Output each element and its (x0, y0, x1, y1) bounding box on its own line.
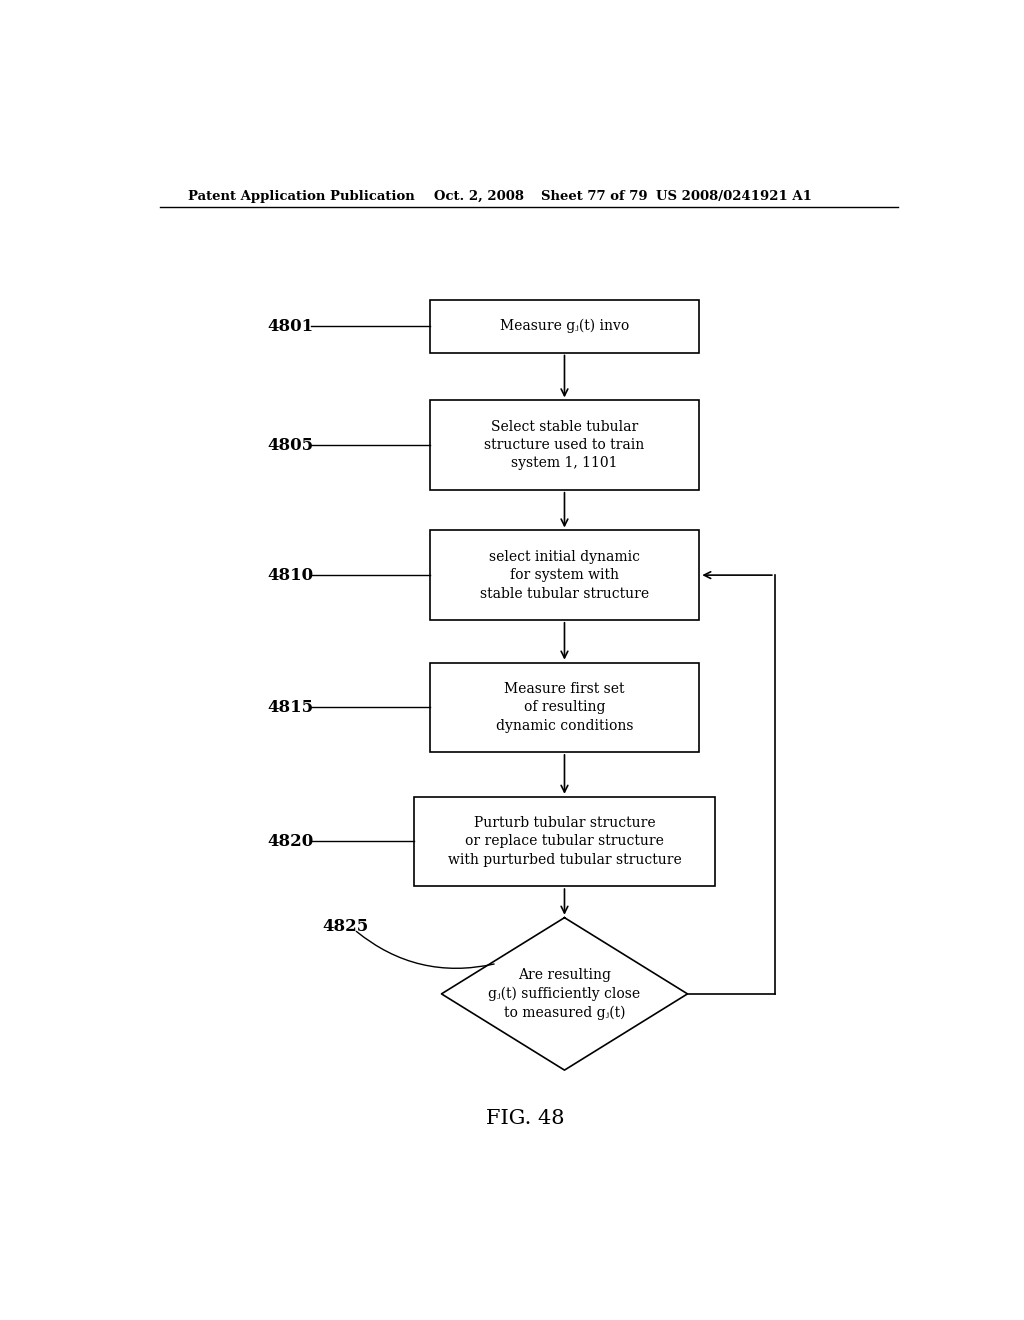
Bar (430, 400, 699, 490)
Bar (430, 300, 699, 352)
Text: FIG. 48: FIG. 48 (485, 1109, 564, 1129)
Text: 4810: 4810 (267, 566, 313, 583)
Text: Measure first set
of resulting
dynamic conditions: Measure first set of resulting dynamic c… (496, 682, 633, 733)
Text: Sheet 77 of 79: Sheet 77 of 79 (541, 190, 647, 202)
Text: Patent Application Publication: Patent Application Publication (187, 190, 415, 202)
Text: Are resulting
gⱼ(t) sufficiently close
to measured gⱼ(t): Are resulting gⱼ(t) sufficiently close t… (488, 968, 641, 1020)
Bar (430, 663, 699, 752)
Text: 4801: 4801 (267, 318, 313, 334)
Text: 4820: 4820 (267, 833, 313, 850)
Text: Oct. 2, 2008: Oct. 2, 2008 (433, 190, 523, 202)
Text: US 2008/0241921 A1: US 2008/0241921 A1 (655, 190, 812, 202)
Text: 4815: 4815 (267, 698, 313, 715)
Bar (414, 797, 715, 886)
Bar (430, 531, 699, 620)
Text: select initial dynamic
for system with
stable tubular structure: select initial dynamic for system with s… (480, 549, 649, 601)
Text: 4825: 4825 (323, 917, 369, 935)
Text: Purturb tubular structure
or replace tubular structure
with purturbed tubular st: Purturb tubular structure or replace tub… (447, 816, 681, 867)
Text: Select stable tubular
structure used to train
system 1, 1101: Select stable tubular structure used to … (484, 420, 644, 470)
Text: 4805: 4805 (267, 437, 313, 454)
Text: Measure gⱼ(t) invo: Measure gⱼ(t) invo (500, 319, 629, 334)
